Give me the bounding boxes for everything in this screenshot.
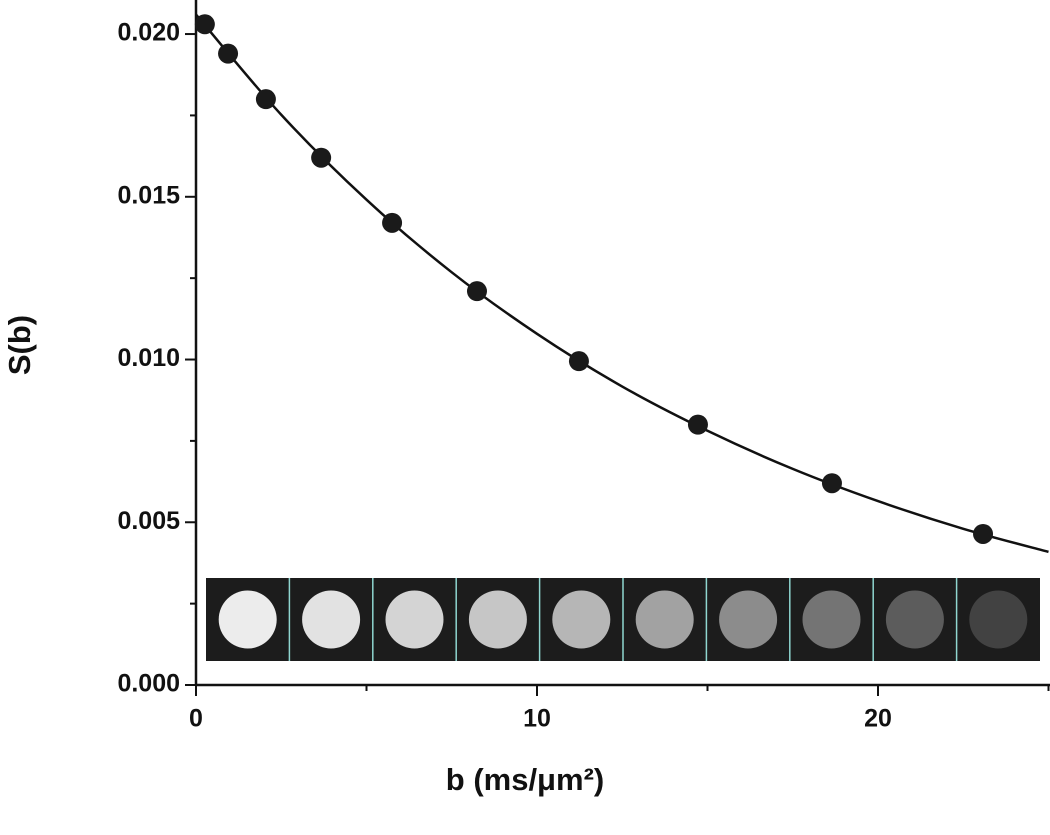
x-tick-label: 20 bbox=[864, 705, 892, 733]
y-axis-label: S(b) bbox=[2, 315, 37, 375]
inset-disc bbox=[969, 590, 1028, 649]
x-axis-label: b (ms/μm²) bbox=[446, 762, 604, 797]
y-tick-label: 0.015 bbox=[117, 181, 180, 209]
y-tick-label: 0.020 bbox=[117, 19, 180, 47]
y-tick-label: 0.000 bbox=[117, 670, 180, 698]
data-point bbox=[568, 351, 589, 372]
y-tick-label: 0.005 bbox=[117, 507, 180, 535]
inset-disc bbox=[468, 590, 527, 649]
inset-disc bbox=[719, 590, 778, 649]
inset-disc bbox=[552, 590, 611, 649]
data-point bbox=[687, 414, 708, 435]
data-point bbox=[218, 43, 239, 64]
data-point bbox=[194, 14, 215, 35]
x-tick-label: 10 bbox=[523, 705, 551, 733]
inset-disc bbox=[635, 590, 694, 649]
data-point bbox=[255, 89, 276, 110]
data-point bbox=[311, 147, 332, 168]
inset-images bbox=[206, 578, 1040, 661]
data-point bbox=[973, 523, 994, 544]
fit-curve bbox=[195, 13, 1049, 554]
inset-disc bbox=[802, 590, 861, 649]
x-tick-label: 0 bbox=[189, 705, 203, 733]
data-point bbox=[466, 281, 487, 302]
inset-disc bbox=[885, 590, 944, 649]
y-tick-label: 0.010 bbox=[117, 344, 180, 372]
inset-disc bbox=[218, 590, 277, 649]
inset-disc bbox=[302, 590, 361, 649]
inset-disc bbox=[385, 590, 444, 649]
data-point bbox=[382, 212, 403, 233]
data-point bbox=[821, 473, 842, 494]
